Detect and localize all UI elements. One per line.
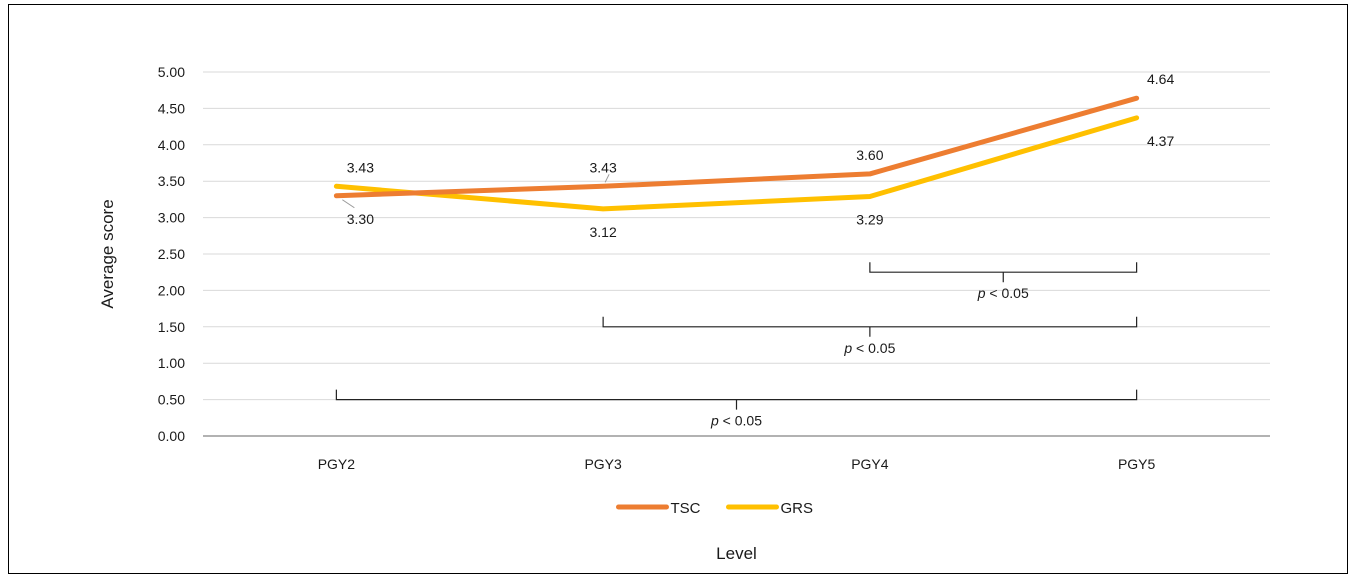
y-tick-label: 0.00 (158, 428, 185, 444)
x-tick-label: PGY4 (851, 456, 889, 472)
y-tick-label: 1.50 (158, 319, 185, 335)
y-axis-title: Average score (98, 199, 117, 308)
y-axis-ticks: 0.00 0.50 1.00 1.50 2.00 2.50 3.00 3.50 4.00 4.50… (158, 64, 185, 444)
data-label-tsc: 3.30 (347, 211, 374, 227)
data-label-grs: 3.29 (856, 211, 883, 227)
data-labels: 3.30 3.43 3.43 3.12 3.60 3.29 4.64 4.37 (342, 71, 1174, 240)
significance-brackets: p < 0.05 p < 0.05 p < 0.05 (335, 262, 1138, 429)
significance-bracket (869, 262, 1138, 283)
x-axis-title: Level (716, 544, 757, 563)
data-label-tsc: 3.60 (856, 147, 883, 163)
data-label-grs: 3.43 (347, 159, 374, 175)
significance-bracket (335, 389, 1138, 410)
series-line-grs (333, 115, 1140, 212)
line-chart: 0.00 0.50 1.00 1.50 2.00 2.50 3.00 3.50 4.00 4.50… (98, 64, 1270, 563)
data-label-leader (604, 174, 610, 183)
chart-frame: 0.00 0.50 1.00 1.50 2.00 2.50 3.00 3.50 4.00 4.50… (8, 4, 1348, 574)
y-tick-label: 4.00 (158, 137, 185, 153)
y-tick-label: 2.00 (158, 282, 185, 298)
significance-bracket (602, 316, 1138, 337)
y-tick-label: 2.50 (158, 246, 185, 262)
significance-label: p < 0.05 (977, 285, 1029, 301)
legend-label-grs: GRS (781, 500, 814, 517)
data-label-grs: 3.12 (590, 224, 617, 240)
y-tick-label: 3.50 (158, 173, 185, 189)
x-tick-label: PGY3 (584, 456, 622, 472)
data-label-tsc: 4.64 (1147, 71, 1174, 87)
data-label-leader (342, 199, 355, 209)
series-line-tsc (333, 95, 1140, 199)
significance-label: p < 0.05 (710, 413, 762, 429)
series-lines (333, 95, 1140, 212)
data-label-tsc: 3.43 (590, 159, 617, 175)
data-label-grs: 4.37 (1147, 133, 1174, 149)
x-tick-label: PGY2 (318, 456, 356, 472)
y-tick-label: 4.50 (158, 100, 185, 116)
legend: TSC GRS (616, 500, 814, 517)
y-tick-label: 5.00 (158, 64, 185, 80)
y-tick-label: 0.50 (158, 392, 185, 408)
y-tick-label: 1.00 (158, 355, 185, 371)
legend-label-tsc: TSC (671, 500, 701, 517)
x-axis-ticks: PGY2 PGY3 PGY4 PGY5 (318, 456, 1156, 472)
significance-label: p < 0.05 (843, 340, 895, 356)
x-tick-label: PGY5 (1118, 456, 1156, 472)
y-tick-label: 3.00 (158, 210, 185, 226)
